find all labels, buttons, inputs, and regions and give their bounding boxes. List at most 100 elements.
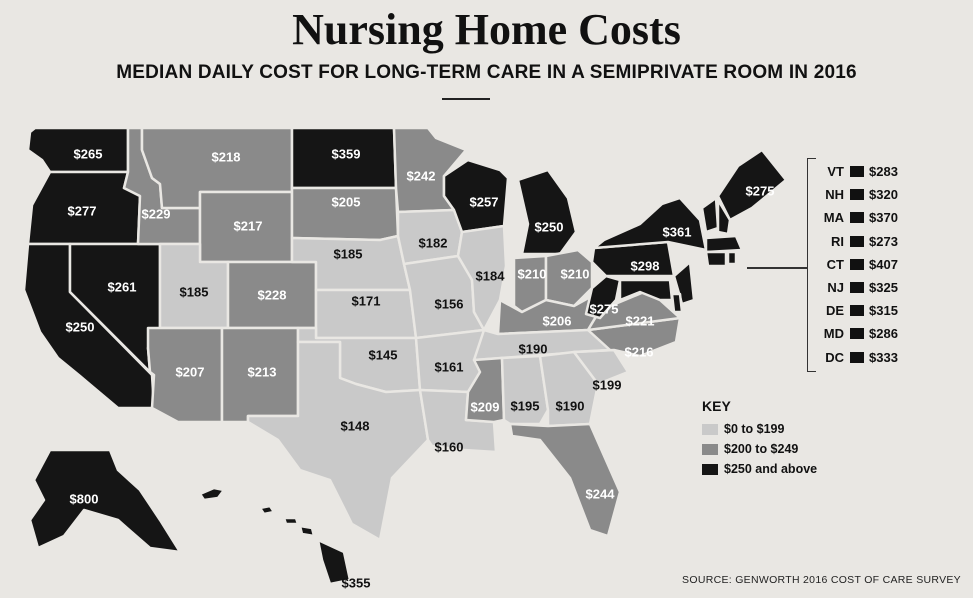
state-label-wv: $275: [590, 301, 619, 316]
state-label-ar: $161: [435, 359, 464, 374]
side-row-abbr: MA: [823, 210, 844, 226]
side-row-swatch: [850, 258, 864, 270]
key-title: KEY: [702, 398, 731, 414]
northeast-bracket: [807, 158, 816, 372]
source-note: SOURCE: GENWORTH 2016 COST OF CARE SURVE…: [682, 574, 961, 586]
state-label-ak: $800: [70, 491, 99, 506]
key-label: $0 to $199: [724, 422, 785, 436]
side-row-value: $333: [869, 349, 898, 365]
state-ak: [28, 448, 182, 554]
side-row-abbr: NJ: [827, 280, 844, 296]
state-label-ga: $190: [556, 398, 585, 413]
side-row-value: $286: [869, 326, 898, 342]
side-row-swatch: [850, 166, 864, 178]
state-label-me: $275: [746, 183, 775, 198]
side-row-nh: NH $320: [822, 183, 912, 206]
state-label-al: $195: [511, 398, 540, 413]
state-label-or: $277: [68, 203, 97, 218]
state-label-co: $228: [258, 287, 287, 302]
side-row-swatch: [850, 305, 864, 317]
state-label-mn: $242: [407, 168, 436, 183]
state-shape-ne-de: [670, 292, 684, 314]
state-label-nm: $213: [248, 364, 277, 379]
state-label-ny: $361: [663, 224, 692, 239]
state-nc: [572, 316, 682, 358]
state-label-in: $210: [518, 266, 547, 281]
state-label-ut: $185: [180, 284, 209, 299]
side-row-abbr: VT: [827, 164, 844, 180]
state-label-va: $221: [626, 313, 655, 328]
side-row-value: $273: [869, 233, 898, 249]
state-label-az: $207: [176, 364, 205, 379]
state-mi: [516, 168, 578, 256]
state-label-ms: $209: [471, 399, 500, 414]
key-swatch: [702, 463, 718, 475]
side-row-abbr: DE: [825, 303, 844, 319]
state-label-mt: $218: [212, 149, 241, 164]
state-label-wi: $257: [470, 194, 499, 209]
side-row-md: MD $286: [822, 322, 912, 345]
state-label-wy: $217: [234, 218, 263, 233]
side-row-value: $370: [869, 210, 898, 226]
side-row-abbr: NH: [825, 187, 844, 203]
state-label-ne: $185: [334, 246, 363, 261]
state-shape-hi-c: [282, 516, 300, 526]
key-row-low: $0 to $199: [702, 419, 817, 439]
state-label-nc: $216: [625, 344, 654, 359]
side-row-swatch: [850, 351, 864, 363]
title-divider: [442, 98, 490, 100]
state-shape-ne-ri: [726, 250, 738, 266]
state-label-il: $184: [476, 268, 506, 283]
state-label-ca: $250: [66, 319, 95, 334]
key-swatch: [702, 423, 718, 435]
state-label-ky: $206: [543, 313, 572, 328]
side-row-value: $407: [869, 256, 898, 272]
state-label-tx: $148: [341, 418, 370, 433]
side-row-swatch: [850, 282, 864, 294]
side-row-abbr: CT: [826, 256, 844, 272]
state-label-tn: $190: [519, 341, 548, 356]
state-shape-ne-ct: [704, 250, 728, 268]
state-fl: [508, 422, 622, 538]
state-label-hi: $355: [342, 575, 371, 590]
northeast-cost-list: VT $283 NH $320 MA $370 RI $273 CT $407 NJ $325 DE $3…: [822, 160, 912, 369]
side-row-abbr: DC: [825, 349, 844, 365]
state-label-nd: $359: [332, 146, 361, 161]
state-label-id: $229: [142, 206, 171, 221]
state-label-wa: $265: [74, 146, 103, 161]
state-shape-hi-b: [258, 504, 276, 516]
state-shape-ne-vt: [700, 196, 720, 234]
state-label-mi: $250: [535, 219, 564, 234]
state-hi: [316, 538, 352, 586]
page-title: Nursing Home Costs: [292, 5, 681, 54]
key-row-mid: $200 to $249: [702, 439, 817, 459]
state-shape-hi-d: [298, 524, 316, 538]
state-shape-ak-isl: [198, 486, 226, 502]
state-label-fl: $244: [586, 486, 616, 501]
key-swatch: [702, 443, 718, 455]
state-shape-ne-nh: [716, 198, 732, 236]
side-row-swatch: [850, 235, 864, 247]
side-row-vt: VT $283: [822, 160, 912, 183]
key-row-high: $250 and above: [702, 459, 817, 479]
side-row-ri: RI $273: [822, 230, 912, 253]
state-shape-ne-md: [618, 278, 674, 302]
side-row-de: DE $315: [822, 299, 912, 322]
side-row-value: $320: [869, 187, 898, 203]
state-shape-ne-ma: [704, 234, 744, 254]
state-label-la: $160: [435, 439, 464, 454]
page-subtitle: MEDIAN DAILY COST FOR LONG-TERM CARE IN …: [116, 62, 857, 83]
key-label: $250 and above: [724, 462, 818, 476]
side-row-abbr: MD: [823, 326, 844, 342]
side-row-value: $283: [869, 164, 898, 180]
state-label-pa: $298: [631, 258, 660, 273]
state-label-oh: $210: [561, 266, 590, 281]
map-key: KEY $0 to $199 $200 to $249 $250 and above: [702, 398, 817, 479]
side-row-ma: MA $370: [822, 206, 912, 229]
state-label-ks: $171: [352, 293, 381, 308]
northeast-leader-line: [747, 267, 807, 269]
side-row-ct: CT $407: [822, 253, 912, 276]
state-label-nv: $261: [108, 279, 137, 294]
side-row-value: $315: [869, 303, 898, 319]
